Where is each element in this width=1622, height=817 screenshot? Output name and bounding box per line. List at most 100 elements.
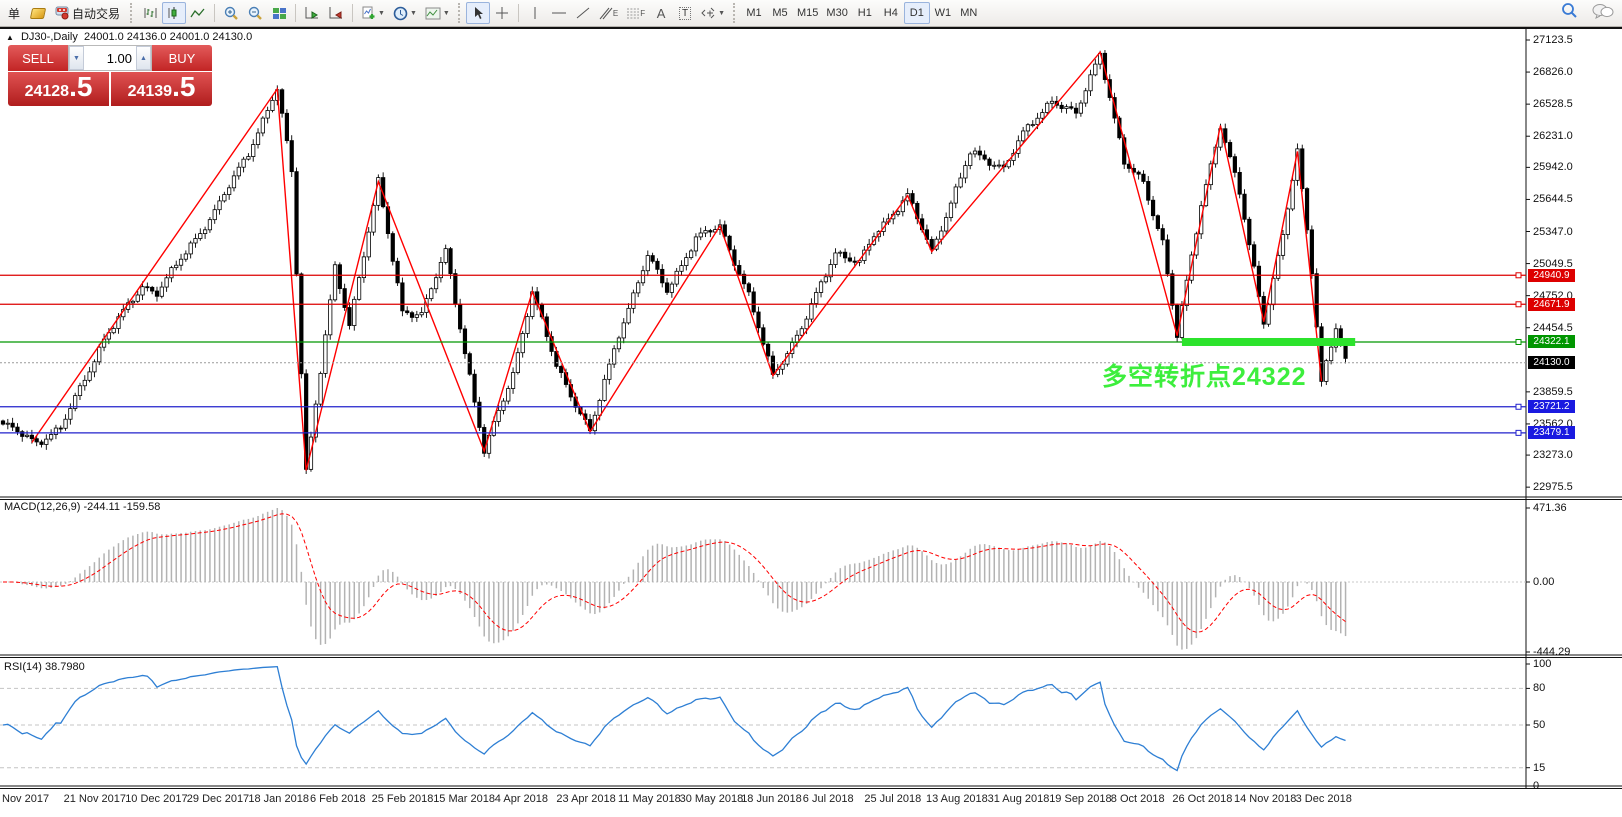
- price-tag-24322.1: 24322.1: [1528, 335, 1575, 349]
- crosshair-tool-button[interactable]: [490, 2, 514, 24]
- fibonacci-sub-label: F: [640, 8, 646, 18]
- level-handle[interactable]: [1515, 272, 1522, 279]
- level-handle[interactable]: [1515, 403, 1522, 410]
- macd-histogram: [7, 508, 1347, 650]
- zoom-in-button[interactable]: [219, 2, 243, 24]
- zoom-out-button[interactable]: [243, 2, 267, 24]
- volume-input[interactable]: [84, 49, 136, 67]
- tile-windows-button[interactable]: [267, 2, 291, 24]
- timeframe-button-m15[interactable]: M15: [797, 7, 819, 19]
- price-tag-24671.9: 24671.9: [1528, 297, 1575, 311]
- toolbar-handle[interactable]: [130, 3, 134, 23]
- pivot-annotation: 多空转折点24322: [1102, 363, 1307, 391]
- zigzag-pattern-line[interactable]: [31, 50, 1323, 471]
- text-label-icon: T: [679, 6, 692, 20]
- line-chart-icon: [190, 8, 205, 18]
- price-tick: 50: [1533, 719, 1546, 731]
- candles: [0, 50, 1348, 474]
- chart-shift-button[interactable]: [324, 2, 348, 24]
- horizontal-line-tool-button[interactable]: [547, 2, 571, 24]
- toolbar-handle[interactable]: [457, 3, 462, 23]
- text-tool-button[interactable]: A: [649, 2, 673, 24]
- new-order-button[interactable]: 单: [2, 2, 26, 24]
- toolbar-separator: [352, 4, 354, 22]
- bar-chart-mode-button[interactable]: [138, 2, 162, 24]
- price-tag-23479.1: 23479.1: [1528, 426, 1575, 440]
- buy-price-panel[interactable]: 24139 .5: [111, 72, 212, 106]
- dropdown-arrow-icon: ▼: [409, 9, 417, 17]
- price-tick: 100: [1533, 658, 1552, 670]
- line-chart-mode-button[interactable]: [186, 2, 210, 24]
- robot-icon: [55, 6, 69, 20]
- date-tick: 6 Feb 2018: [310, 793, 366, 805]
- pivot-highlight-bar[interactable]: [1181, 337, 1356, 346]
- symbol-title: DJ30-,Daily: [20, 31, 78, 43]
- auto-scroll-icon: [305, 7, 319, 19]
- level-handle[interactable]: [1515, 301, 1522, 308]
- price-tick: 25942.0: [1533, 161, 1573, 174]
- chart-area[interactable]: ▲ DJ30-,Daily 24001.0 24136.0 24001.0 24…: [0, 27, 1622, 817]
- chart-canvas[interactable]: [0, 27, 1622, 817]
- timeframe-button-m30[interactable]: M30: [826, 7, 848, 19]
- date-tick: 19 Sep 2018: [1049, 793, 1112, 805]
- price-tick: 24454.5: [1533, 321, 1573, 334]
- candlestick-mode-button[interactable]: [162, 2, 187, 24]
- vertical-line-tool-button[interactable]: [523, 2, 547, 24]
- date-tick: 30 May 2018: [679, 793, 744, 805]
- date-tick: 4 Apr 2018: [494, 793, 549, 805]
- indicators-button[interactable]: ▼: [357, 2, 389, 24]
- volume-increase-button[interactable]: ▲: [136, 46, 151, 70]
- trendline-tool-button[interactable]: [571, 2, 595, 24]
- toolbar-separator: [295, 4, 297, 22]
- channel-tool-button[interactable]: E: [595, 2, 622, 24]
- sell-price-panel[interactable]: 24128 .5: [8, 72, 109, 106]
- auto-scroll-button[interactable]: [300, 2, 324, 24]
- timeframe-button-mn[interactable]: MN: [960, 7, 978, 19]
- date-tick: 31 Aug 2018: [987, 793, 1050, 805]
- arrows-tool-button[interactable]: ▼: [697, 2, 729, 24]
- gold-badge-icon: [29, 7, 47, 19]
- timeframe-button-m5[interactable]: M5: [772, 7, 788, 19]
- templates-button[interactable]: ▼: [421, 2, 454, 24]
- timeframe-button-d1[interactable]: D1: [903, 2, 930, 24]
- autotrading-label: 自动交易: [72, 6, 121, 21]
- dropdown-arrow-icon: ▼: [442, 9, 450, 17]
- price-tick: 15: [1533, 761, 1546, 774]
- periods-button[interactable]: ▼: [389, 2, 421, 24]
- favorites-button[interactable]: [26, 2, 50, 24]
- main-toolbar: 单 自动交易: [0, 0, 1622, 27]
- search-icon[interactable]: [1561, 2, 1578, 19]
- clock-icon: [393, 6, 408, 20]
- trendline-icon: [576, 7, 590, 19]
- date-tick: 10 Dec 2017: [125, 793, 188, 805]
- symbol-ohlc: 24001.0 24136.0 24001.0 24130.0: [83, 31, 253, 43]
- collapse-arrow-icon[interactable]: ▲: [6, 33, 14, 42]
- timeframe-button-h1[interactable]: H1: [857, 7, 872, 19]
- date-tick: 21 Nov 2017: [63, 793, 126, 805]
- timeframe-button-h4[interactable]: H4: [883, 7, 898, 19]
- sell-price-int: 24128: [24, 83, 70, 100]
- toolbar-handle[interactable]: [733, 3, 737, 23]
- autotrading-button[interactable]: 自动交易: [50, 2, 126, 24]
- timeframe-group: M1 M5 M15 M30 H1 H4 D1 W1 MN: [741, 2, 982, 24]
- level-handle[interactable]: [1515, 338, 1522, 345]
- toolbar-separator: [517, 4, 519, 22]
- sell-button[interactable]: SELL: [8, 45, 68, 71]
- chat-icon[interactable]: [1592, 3, 1614, 19]
- volume-decrease-button[interactable]: ▼: [69, 46, 84, 70]
- fibonacci-tool-button[interactable]: F: [622, 2, 649, 24]
- buy-button[interactable]: BUY: [152, 45, 212, 71]
- rsi-line: [2, 665, 1346, 772]
- zoom-in-icon: [224, 6, 238, 20]
- date-tick: 26 Oct 2018: [1172, 793, 1233, 805]
- date-tick: 8 Oct 2018: [1110, 793, 1165, 805]
- timeframe-button-w1[interactable]: W1: [934, 7, 952, 19]
- date-tick: 23 Apr 2018: [556, 793, 616, 805]
- bar-chart-icon: [144, 8, 157, 18]
- price-tag-24940.9: 24940.9: [1528, 268, 1575, 282]
- level-handle[interactable]: [1515, 429, 1522, 436]
- text-label-tool-button[interactable]: T: [673, 2, 697, 24]
- timeframe-button-m1[interactable]: M1: [746, 7, 762, 19]
- cursor-tool-button[interactable]: [465, 2, 490, 24]
